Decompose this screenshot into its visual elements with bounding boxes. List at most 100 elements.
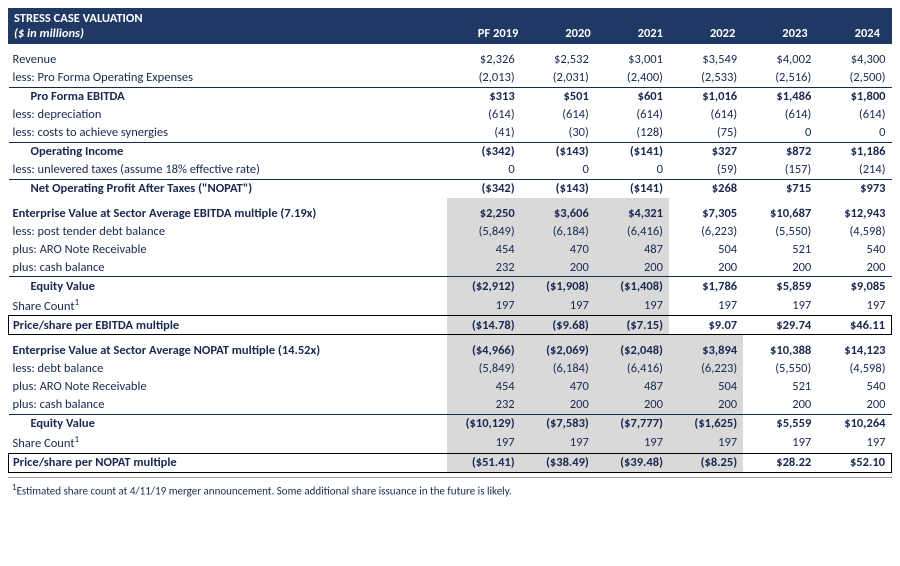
- table-body: Revenue$2,326$2,532$3,001$3,549$4,002$4,…: [9, 44, 892, 472]
- cell: 197: [743, 295, 817, 316]
- row-label: less: debt balance: [9, 360, 447, 378]
- cell: 200: [743, 258, 817, 277]
- cell: (6,184): [521, 222, 595, 240]
- cell: (6,416): [595, 360, 669, 378]
- row-label: Net Operating Profit After Taxes ("NOPAT…: [9, 179, 447, 198]
- cell: ($14.78): [447, 316, 521, 335]
- cell: ($39.48): [595, 453, 669, 472]
- cell: $14,123: [817, 335, 891, 360]
- row-label: Equity Value: [9, 277, 447, 296]
- cell: (614): [743, 106, 817, 124]
- cell: (41): [447, 124, 521, 143]
- table-row: Share Count1197197197197197197: [9, 295, 892, 316]
- cell: ($342): [447, 179, 521, 198]
- cell: ($1,625): [669, 414, 743, 433]
- table-row: Equity Value($10,129)($7,583)($7,777)($1…: [9, 414, 892, 433]
- cell: (614): [521, 106, 595, 124]
- table-row: less: depreciation(614)(614)(614)(614)(6…: [9, 106, 892, 124]
- cell: (157): [743, 161, 817, 180]
- row-label: less: unlevered taxes (assume 18% effect…: [9, 161, 447, 180]
- year-columns: PF 201920202021202220232024: [452, 26, 886, 41]
- row-label: Equity Value: [9, 414, 447, 433]
- cell: 454: [447, 240, 521, 258]
- cell: ($1,908): [521, 277, 595, 296]
- row-label: Revenue: [9, 44, 447, 69]
- cell: (4,598): [817, 222, 891, 240]
- cell: ($8.25): [669, 453, 743, 472]
- cell: 504: [669, 240, 743, 258]
- cell: 200: [669, 396, 743, 415]
- cell: $3,606: [521, 198, 595, 223]
- cell: 521: [743, 378, 817, 396]
- cell: ($2,069): [521, 335, 595, 360]
- cell: (128): [595, 124, 669, 143]
- col-header: 2020: [524, 26, 596, 41]
- table-row: plus: ARO Note Receivable454470487504521…: [9, 378, 892, 396]
- table-row: plus: cash balance232200200200200200: [9, 396, 892, 415]
- cell: $10,388: [743, 335, 817, 360]
- row-label: less: depreciation: [9, 106, 447, 124]
- table-row: Enterprise Value at Sector Average EBITD…: [9, 198, 892, 223]
- cell: (5,550): [743, 360, 817, 378]
- cell: (2,031): [521, 69, 595, 88]
- cell: $1,186: [817, 142, 891, 161]
- cell: (5,550): [743, 222, 817, 240]
- cell: 197: [521, 433, 595, 454]
- cell: (6,223): [669, 360, 743, 378]
- cell: (2,013): [447, 69, 521, 88]
- valuation-table: Revenue$2,326$2,532$3,001$3,549$4,002$4,…: [8, 44, 892, 473]
- cell: 487: [595, 378, 669, 396]
- cell: $268: [669, 179, 743, 198]
- cell: (5,849): [447, 360, 521, 378]
- table-row: less: unlevered taxes (assume 18% effect…: [9, 161, 892, 180]
- cell: 197: [447, 433, 521, 454]
- cell: (614): [447, 106, 521, 124]
- cell: 197: [743, 433, 817, 454]
- cell: (614): [817, 106, 891, 124]
- cell: ($7.15): [595, 316, 669, 335]
- cell: $10,264: [817, 414, 891, 433]
- cell: $9.07: [669, 316, 743, 335]
- cell: $3,001: [595, 44, 669, 69]
- table-row: plus: cash balance232200200200200200: [9, 258, 892, 277]
- cell: 470: [521, 240, 595, 258]
- row-label: Enterprise Value at Sector Average EBITD…: [9, 198, 447, 223]
- col-header: 2021: [597, 26, 669, 41]
- cell: (4,598): [817, 360, 891, 378]
- cell: (2,400): [595, 69, 669, 88]
- cell: ($2,048): [595, 335, 669, 360]
- footnote: 1Estimated share count at 4/11/19 merger…: [8, 477, 892, 498]
- subtitle: ($ in millions): [14, 26, 452, 41]
- row-label: less: Pro Forma Operating Expenses: [9, 69, 447, 88]
- cell: 200: [521, 258, 595, 277]
- cell: (6,223): [669, 222, 743, 240]
- cell: $4,300: [817, 44, 891, 69]
- cell: $715: [743, 179, 817, 198]
- footnote-text: Estimated share count at 4/11/19 merger …: [17, 484, 512, 497]
- col-header: 2024: [814, 26, 886, 41]
- table-row: Revenue$2,326$2,532$3,001$3,549$4,002$4,…: [9, 44, 892, 69]
- cell: ($9.68): [521, 316, 595, 335]
- cell: (5,849): [447, 222, 521, 240]
- row-label: Price/share per EBITDA multiple: [9, 316, 447, 335]
- cell: $5,559: [743, 414, 817, 433]
- table-row: Net Operating Profit After Taxes ("NOPAT…: [9, 179, 892, 198]
- cell: 0: [817, 124, 891, 143]
- cell: 197: [595, 433, 669, 454]
- row-label: plus: cash balance: [9, 258, 447, 277]
- cell: 540: [817, 378, 891, 396]
- table-row: less: costs to achieve synergies(41)(30)…: [9, 124, 892, 143]
- cell: ($1,408): [595, 277, 669, 296]
- row-label: plus: ARO Note Receivable: [9, 378, 447, 396]
- cell: 232: [447, 396, 521, 415]
- cell: $1,800: [817, 87, 891, 106]
- table-row: plus: ARO Note Receivable454470487504521…: [9, 240, 892, 258]
- cell: $5,859: [743, 277, 817, 296]
- row-label: Enterprise Value at Sector Average NOPAT…: [9, 335, 447, 360]
- cell: $501: [521, 87, 595, 106]
- row-label: less: costs to achieve synergies: [9, 124, 447, 143]
- cell: ($7,777): [595, 414, 669, 433]
- col-header: PF 2019: [452, 26, 524, 41]
- cell: ($2,912): [447, 277, 521, 296]
- cell: $10,687: [743, 198, 817, 223]
